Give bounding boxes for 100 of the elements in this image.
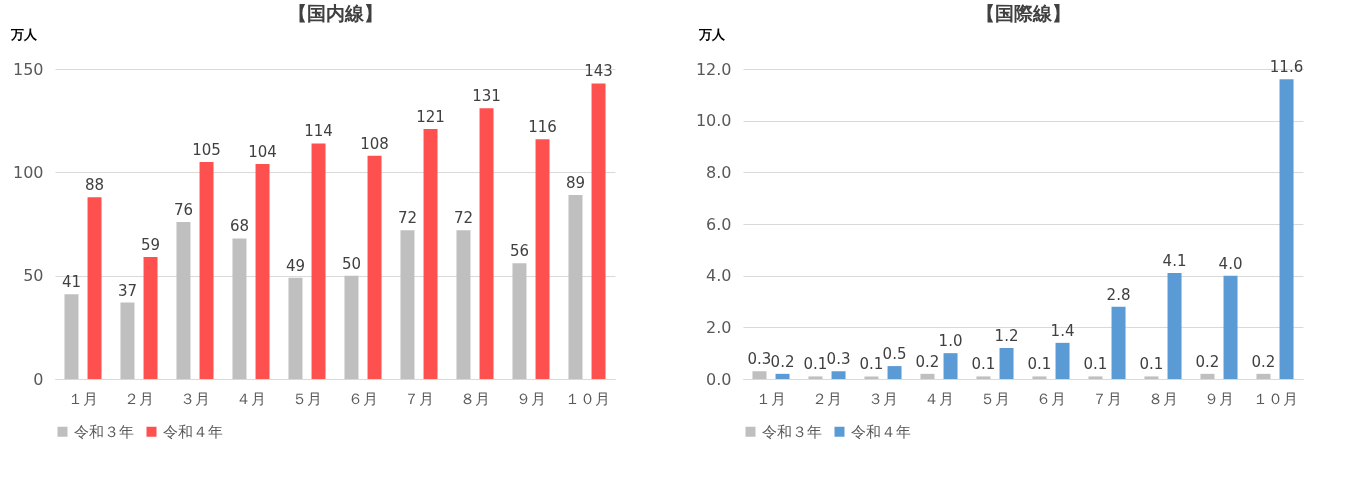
bar	[1055, 342, 1070, 379]
y-tick-label: 0	[33, 369, 44, 389]
x-tick-label: ６月	[348, 389, 378, 408]
data-label: 0.1	[1027, 355, 1052, 374]
bar	[1111, 306, 1126, 379]
bar	[344, 275, 359, 379]
data-label: 0.1	[1139, 355, 1164, 374]
x-tick-label: ７月	[404, 389, 434, 408]
bar	[864, 376, 879, 379]
bar	[1032, 376, 1047, 379]
x-tick-label: ４月	[924, 389, 954, 408]
data-label: 4.0	[1218, 254, 1243, 273]
data-label: 41	[61, 273, 82, 292]
data-label: 114	[304, 122, 333, 141]
bar	[64, 294, 79, 379]
data-label: 0.1	[859, 355, 884, 374]
bar	[311, 143, 326, 379]
data-label: 1.2	[994, 327, 1019, 345]
data-label: 11.6	[1269, 58, 1304, 77]
data-label: 56	[509, 242, 530, 261]
data-label: 76	[173, 200, 194, 219]
legend-label: 令和４年	[163, 422, 223, 441]
x-tick-label: ４月	[236, 389, 266, 408]
bar	[1200, 373, 1215, 379]
data-label: 0.2	[1195, 352, 1220, 371]
x-tick-label: １０月	[1252, 389, 1298, 408]
data-label: 37	[117, 281, 138, 300]
bar	[120, 302, 135, 379]
bar	[143, 257, 158, 379]
x-tick-label: ２月	[812, 389, 842, 408]
data-label: 121	[416, 107, 445, 126]
chart-title: 【国際線】	[975, 2, 1071, 24]
data-label: 0.1	[1083, 355, 1108, 374]
data-label: 68	[229, 217, 250, 236]
bar	[232, 238, 247, 379]
data-label: 0.1	[803, 355, 828, 374]
bar	[199, 162, 214, 379]
data-label: 49	[285, 256, 306, 275]
legend-label: 令和３年	[74, 422, 134, 441]
x-tick-label: ９月	[1204, 389, 1234, 408]
y-tick-label: 8.0	[706, 162, 732, 182]
bar	[591, 83, 606, 379]
bar	[1223, 275, 1238, 379]
bar	[976, 376, 991, 379]
y-tick-label: 2.0	[706, 317, 732, 337]
bar	[1088, 376, 1103, 379]
x-tick-label: ７月	[1092, 389, 1122, 408]
data-label: 88	[84, 176, 105, 195]
data-label: 72	[453, 209, 474, 228]
data-label: 89	[565, 174, 586, 193]
x-tick-label: ８月	[460, 389, 490, 408]
data-label: 59	[140, 236, 161, 255]
data-label: 0.3	[747, 350, 772, 369]
bar	[479, 108, 494, 379]
y-tick-label: 0.0	[706, 369, 732, 389]
y-tick-label: 10.0	[695, 111, 732, 131]
data-label: 1.4	[1050, 321, 1075, 340]
x-tick-label: ９月	[516, 389, 546, 408]
legend-label: 令和３年	[762, 422, 822, 441]
y-tick-label: 6.0	[706, 214, 732, 234]
x-tick-label: ５月	[292, 389, 322, 408]
bar	[423, 128, 438, 379]
bar	[1144, 376, 1159, 379]
data-label: 104	[248, 143, 277, 162]
legend-label: 令和４年	[851, 422, 911, 441]
bar	[456, 230, 471, 379]
bar	[808, 376, 823, 379]
data-label: 2.8	[1106, 285, 1131, 304]
y-tick-label: 150	[12, 59, 44, 79]
data-label: 0.2	[915, 352, 940, 371]
x-tick-label: １月	[68, 389, 98, 408]
data-label: 0.2	[770, 352, 795, 371]
data-label: 143	[584, 62, 613, 81]
bar	[255, 164, 270, 379]
data-label: 116	[528, 118, 557, 137]
data-label: 108	[360, 134, 389, 153]
data-label: 4.1	[1162, 252, 1187, 271]
chart-title: 【国内線】	[287, 2, 383, 24]
bar	[87, 197, 102, 379]
bar	[752, 371, 767, 379]
bar	[1167, 273, 1182, 379]
bar	[512, 263, 527, 379]
bar	[943, 353, 958, 379]
data-label: 50	[341, 254, 362, 273]
data-label: 0.3	[826, 350, 851, 369]
bar	[176, 221, 191, 379]
bar	[775, 373, 790, 379]
bar	[568, 195, 583, 379]
data-label: 0.1	[971, 355, 996, 374]
data-label: 1.0	[938, 332, 963, 351]
y-tick-label: 4.0	[706, 266, 732, 286]
y-tick-label: 100	[12, 162, 44, 182]
bar	[1279, 79, 1294, 379]
bar	[400, 230, 415, 379]
x-tick-label: ３月	[180, 389, 210, 408]
bar	[999, 348, 1014, 379]
bar	[920, 373, 935, 379]
x-tick-label: ６月	[1036, 389, 1066, 408]
y-axis-title: 万人	[9, 26, 38, 42]
bar	[367, 155, 382, 379]
